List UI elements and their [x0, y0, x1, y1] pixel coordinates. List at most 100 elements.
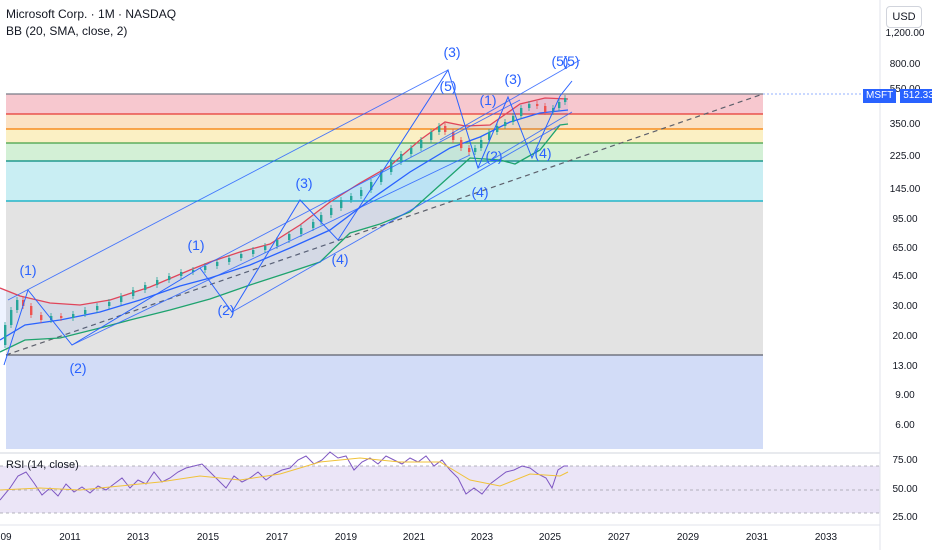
rsi-pane: 75.00 50.00 25.00 — [0, 451, 918, 523]
candle-body — [528, 104, 531, 108]
wave-label: (1) — [19, 262, 36, 278]
candle-body — [228, 258, 231, 262]
dashed-trendline — [5, 93, 764, 356]
bollinger-indicator-label[interactable]: BB (20, SMA, close, 2) — [6, 24, 128, 38]
time-axis-label: 2031 — [746, 532, 769, 543]
candle-body — [488, 132, 491, 140]
time-axis-label: 09 — [0, 532, 12, 543]
candle-body — [460, 140, 463, 148]
candle-body — [536, 104, 539, 106]
candle-body — [22, 300, 25, 306]
candle-body — [520, 108, 523, 116]
wave-label: (5) — [439, 78, 456, 94]
time-axis-label: 2023 — [471, 532, 494, 543]
wave-label: (3) — [504, 71, 521, 87]
time-axis-label: 2029 — [677, 532, 700, 543]
candle-body — [120, 296, 123, 302]
candle-body — [288, 234, 291, 240]
price-tag-value: 512.33 — [900, 89, 932, 103]
rsi-title[interactable]: RSI (14, close) — [6, 459, 79, 471]
price-tag-symbol: MSFT — [863, 89, 897, 103]
wave-label: (5) — [551, 53, 568, 69]
candle-body — [60, 316, 63, 318]
candle-body — [108, 302, 111, 306]
candle-body — [420, 140, 423, 148]
candle-body — [350, 196, 353, 200]
candle-body — [504, 122, 507, 126]
price-axis-label: 225.00 — [890, 151, 921, 162]
candle-body — [370, 182, 373, 190]
candle-body — [320, 215, 323, 222]
wave-channel-line — [71, 154, 471, 346]
candle-body — [474, 148, 477, 152]
candle-body — [264, 246, 267, 250]
bb-lower — [0, 123, 569, 353]
time-axis-label: 2013 — [127, 532, 150, 543]
candle-body — [216, 262, 219, 266]
wave-label: (2) — [485, 148, 502, 164]
candle-body — [512, 116, 515, 122]
trendline — [5, 93, 764, 356]
candle-body — [410, 148, 413, 154]
time-axis-label: 2019 — [335, 532, 358, 543]
candle-body — [430, 132, 433, 140]
fib-retracement-zones — [6, 93, 763, 449]
wave-channel-line — [7, 69, 449, 301]
rsi-ma-line — [0, 457, 569, 491]
wave-label: (3) — [443, 44, 460, 60]
wave-label: (1) — [187, 237, 204, 253]
time-axis-label: 2011 — [59, 532, 81, 543]
candle-body — [168, 276, 171, 280]
candle-body — [132, 290, 135, 296]
time-axis-label: 2027 — [608, 532, 631, 543]
price-axis-label: 13.00 — [892, 361, 917, 372]
rsi-axis-label: 75.00 — [892, 455, 917, 466]
candle-body — [4, 325, 7, 345]
wave-label: (4) — [471, 184, 488, 200]
candle-body — [144, 285, 147, 290]
candle-body — [480, 140, 483, 148]
price-axis-label: 6.00 — [895, 420, 915, 431]
price-axis-label: 9.00 — [895, 390, 915, 401]
bb-fill — [0, 98, 568, 352]
wave-channel-line — [477, 111, 573, 169]
rsi-band — [0, 466, 880, 513]
price-axis-label: 20.00 — [892, 331, 917, 342]
candle-body — [40, 315, 43, 320]
candle-body — [400, 154, 403, 162]
time-axis-label: 2033 — [815, 532, 838, 543]
candle-body — [330, 208, 333, 215]
fib-zone — [6, 201, 763, 355]
candle-body — [240, 254, 243, 258]
price-axis-label: 800.00 — [890, 59, 921, 70]
candle-body — [10, 310, 13, 325]
candle-body — [444, 126, 447, 132]
fib-zone — [6, 114, 763, 129]
candle-body — [340, 200, 343, 208]
candle-body — [50, 316, 53, 320]
price-candles — [4, 95, 567, 348]
price-axis-label: 145.00 — [890, 184, 921, 195]
price-axis-label: 350.00 — [890, 119, 921, 130]
candle-body — [204, 266, 207, 270]
elliott-wave-labels: (1)(2)(1)(2)(3)(4)(3)(5)(1)(2)(3)(4)(5)(… — [19, 44, 579, 376]
candle-body — [16, 300, 19, 310]
wave-label: (1) — [479, 92, 496, 108]
candle-body — [452, 132, 455, 140]
wave-label: (5) — [562, 53, 579, 69]
wave-label: (2) — [217, 302, 234, 318]
candle-body — [468, 148, 471, 152]
candle-body — [544, 106, 547, 112]
candle-body — [438, 126, 441, 132]
candle-body — [192, 270, 195, 272]
time-axis-label: 2015 — [197, 532, 220, 543]
candle-body — [312, 222, 315, 228]
elliott-wave-lines — [3, 59, 581, 366]
currency-button[interactable]: USD — [886, 6, 922, 28]
candle-body — [156, 280, 159, 285]
fib-zone — [6, 355, 763, 449]
rsi-line — [0, 451, 568, 501]
candle-body — [276, 240, 279, 246]
